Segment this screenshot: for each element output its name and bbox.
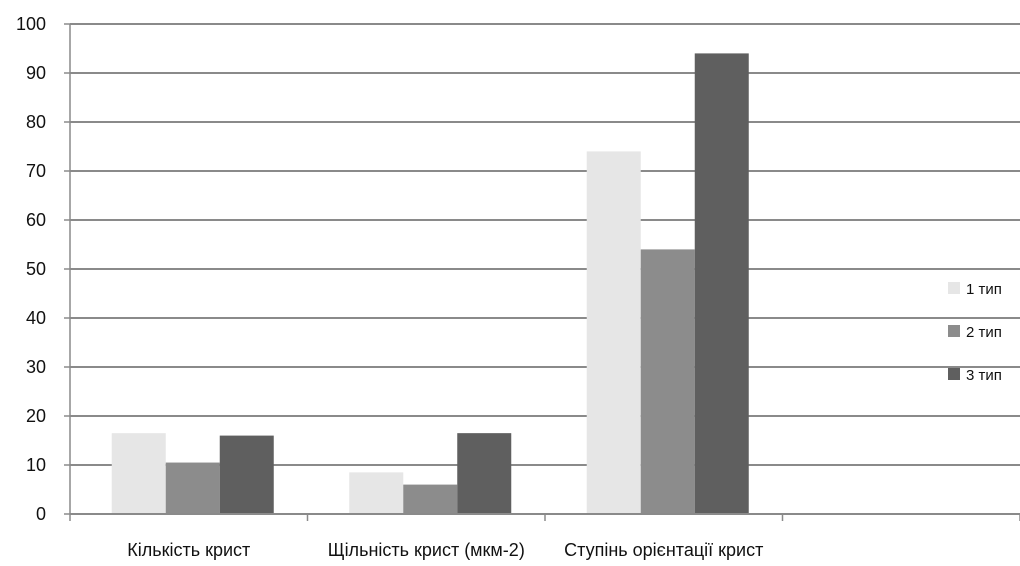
legend-swatch <box>948 325 960 337</box>
y-tick-label: 0 <box>36 504 46 524</box>
y-tick-label: 80 <box>26 112 46 132</box>
y-tick-labels: 0 10 20 30 40 50 60 70 80 90 100 <box>16 14 46 524</box>
y-tick-label: 10 <box>26 455 46 475</box>
legend-label: 1 тип <box>966 281 1002 298</box>
bar-3-3 <box>694 53 749 515</box>
legend: 1 тип 2 тип 3 тип <box>948 281 1002 384</box>
bar-2-2 <box>403 484 458 514</box>
y-tick-label: 100 <box>16 14 46 34</box>
grid-lines <box>70 23 1020 466</box>
bar-1-3 <box>586 151 641 514</box>
axes <box>64 23 1020 521</box>
bar-2-1 <box>165 462 220 514</box>
x-category-label: Ступінь орієнтації крист <box>564 540 763 560</box>
y-tick-label: 30 <box>26 357 46 377</box>
bar-2-3 <box>640 249 695 514</box>
bar-1-1 <box>111 433 166 514</box>
bars <box>111 53 749 515</box>
y-tick-label: 40 <box>26 308 46 328</box>
bar-1-2 <box>349 472 404 514</box>
legend-swatch <box>948 368 960 380</box>
legend-label: 3 тип <box>966 367 1002 384</box>
bar-3-1 <box>219 435 274 514</box>
x-category-label: Кількість крист <box>127 540 250 560</box>
x-category-label: Щільність крист (мкм-2) <box>328 540 525 560</box>
y-tick-label: 70 <box>26 161 46 181</box>
y-tick-label: 50 <box>26 259 46 279</box>
x-category-labels: Кількість крист Щільність крист (мкм-2) Ст… <box>127 540 763 560</box>
legend-label: 2 тип <box>966 324 1002 341</box>
y-tick-label: 20 <box>26 406 46 426</box>
bar-3-2 <box>457 433 512 514</box>
y-tick-label: 60 <box>26 210 46 230</box>
legend-swatch <box>948 282 960 294</box>
y-tick-label: 90 <box>26 63 46 83</box>
